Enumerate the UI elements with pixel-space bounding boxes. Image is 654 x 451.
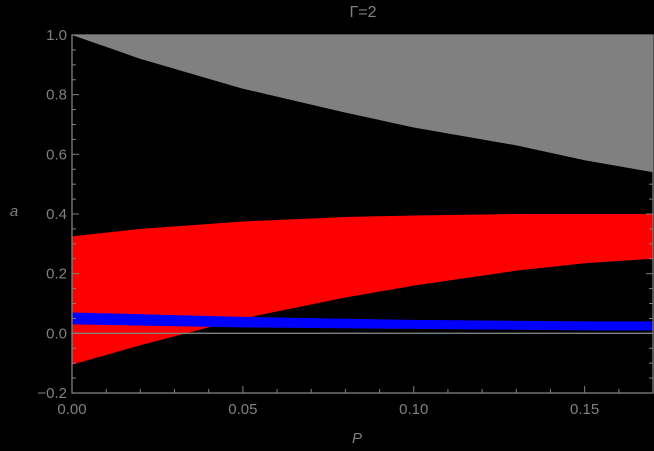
y-tick-label: 0.8 [46, 87, 67, 104]
y-tick-label: 0.6 [46, 146, 67, 163]
x-axis-label: P [352, 430, 362, 447]
gray-region [72, 35, 653, 173]
blue-band [72, 312, 653, 331]
y-tick-label: 1.0 [46, 27, 67, 44]
x-tick-label: 0.15 [570, 401, 599, 418]
axes: 0.00 0.05 0.10 0.15 −0.2 0.0 0.2 0.4 0.6 0.8 1.0 [37, 27, 654, 418]
y-tick-label: 0.0 [46, 325, 67, 342]
y-axis-label: a [10, 203, 18, 220]
y-tick-label: 0.4 [46, 206, 67, 223]
chart-title: Γ=2 [349, 4, 376, 21]
red-region [72, 214, 653, 365]
x-tick-label: 0.10 [399, 401, 428, 418]
y-tick-label: 0.2 [46, 266, 67, 283]
y-tick-label: −0.2 [37, 385, 67, 402]
plot-regions [72, 35, 653, 365]
x-tick-label: 0.00 [57, 401, 86, 418]
x-tick-label: 0.05 [228, 401, 257, 418]
